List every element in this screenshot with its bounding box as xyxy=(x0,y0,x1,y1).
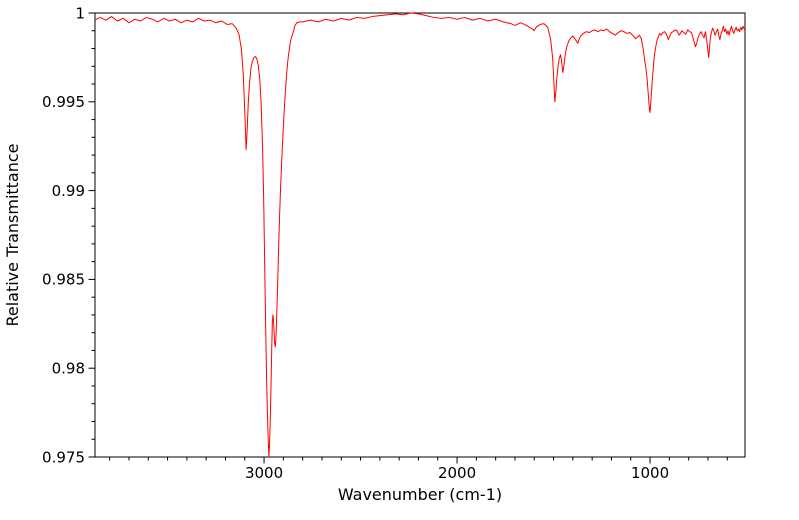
y-axis-tick-labels: 1 0.995 0.99 0.985 0.98 0.975 xyxy=(42,4,85,466)
y-axis-label: Relative Transmittance xyxy=(3,143,22,326)
y-tick-label: 0.98 xyxy=(52,359,85,377)
x-axis-ticks xyxy=(109,457,728,464)
x-axis-label: Wavenumber (cm-1) xyxy=(338,485,502,504)
y-tick-label: 0.99 xyxy=(52,182,85,200)
x-axis-tick-labels: 3000 2000 1000 xyxy=(245,464,669,482)
y-tick-label: 0.975 xyxy=(42,448,85,466)
y-tick-label: 0.995 xyxy=(42,93,85,111)
x-tick-label: 3000 xyxy=(245,464,283,482)
y-tick-label: 1 xyxy=(75,4,85,22)
x-tick-label: 1000 xyxy=(631,464,669,482)
x-tick-label: 2000 xyxy=(438,464,476,482)
spectrum-line xyxy=(94,12,746,458)
y-axis-ticks xyxy=(88,12,95,458)
y-tick-label: 0.985 xyxy=(42,271,85,289)
plot-area-border xyxy=(94,12,746,458)
